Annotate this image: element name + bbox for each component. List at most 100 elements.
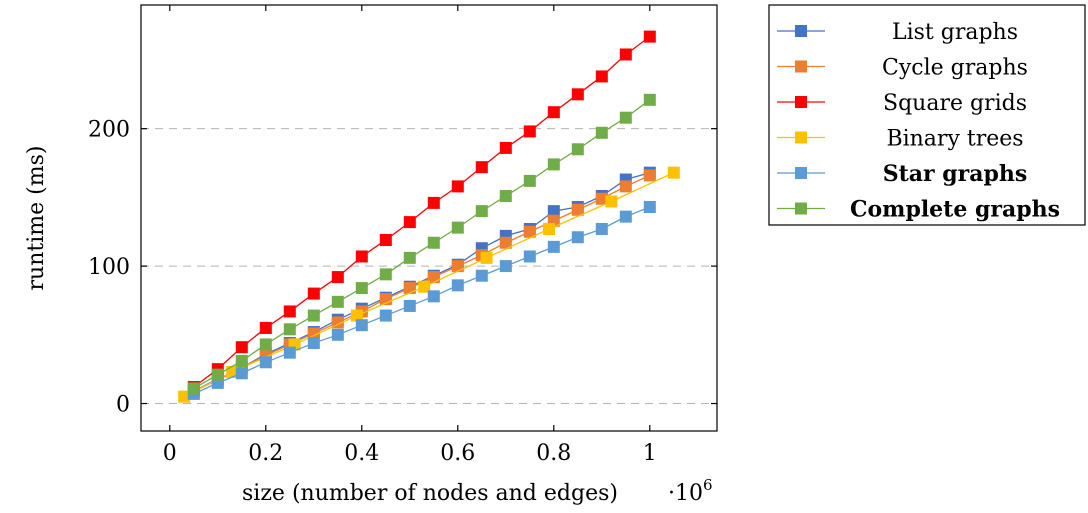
x-tick-label: 0.8 bbox=[536, 441, 571, 466]
data-point bbox=[619, 111, 632, 124]
plot-area bbox=[140, 4, 718, 432]
series-layer bbox=[178, 30, 680, 403]
data-point bbox=[307, 287, 320, 300]
series-complete-graphs bbox=[187, 93, 656, 395]
data-point bbox=[547, 106, 560, 119]
data-point bbox=[226, 365, 239, 378]
data-point bbox=[643, 93, 656, 106]
data-point bbox=[211, 368, 224, 381]
legend-label: Cycle graphs bbox=[882, 56, 1028, 81]
data-point bbox=[523, 250, 536, 263]
legend-item: Binary trees bbox=[777, 127, 1024, 152]
axis-ticks: 0 100 200 0 0.2 0.4 0.6 0.8 1 bbox=[88, 5, 717, 466]
data-point bbox=[331, 271, 344, 284]
data-point bbox=[480, 251, 493, 264]
data-point bbox=[427, 196, 440, 209]
legend-item: Cycle graphs bbox=[777, 56, 1028, 81]
legend: List graphs Cycle graphs Square grids Binar… bbox=[768, 4, 1086, 226]
x-tick-label: 1 bbox=[643, 441, 657, 466]
legend-item: Complete graphs bbox=[777, 197, 1060, 223]
data-point bbox=[331, 328, 344, 341]
data-point bbox=[451, 260, 464, 273]
data-point bbox=[178, 390, 191, 403]
x-tick-label: 0.6 bbox=[440, 441, 475, 466]
data-point bbox=[283, 323, 296, 336]
x-tick-label: 0.2 bbox=[248, 441, 283, 466]
data-point bbox=[667, 166, 680, 179]
data-point bbox=[619, 210, 632, 223]
data-point bbox=[595, 192, 608, 205]
legend-label: Square grids bbox=[883, 91, 1027, 116]
plot-frame bbox=[140, 4, 718, 432]
data-point bbox=[643, 30, 656, 43]
legend-swatch-marker bbox=[795, 131, 807, 144]
legend-item: Square grids bbox=[777, 91, 1027, 116]
data-point bbox=[235, 367, 248, 380]
data-point bbox=[351, 309, 363, 322]
data-point bbox=[543, 222, 555, 235]
x-axis-label: size (number of nodes and edges) bbox=[242, 481, 618, 506]
data-point bbox=[475, 205, 488, 218]
x-tick-label: 0 bbox=[163, 441, 177, 466]
data-point bbox=[418, 280, 431, 293]
data-point bbox=[547, 240, 560, 253]
data-point bbox=[499, 236, 512, 249]
data-point bbox=[595, 222, 608, 235]
y-tick-label: 100 bbox=[88, 255, 130, 280]
data-point bbox=[595, 70, 608, 83]
legend-label: Binary trees bbox=[886, 127, 1023, 152]
data-point bbox=[451, 279, 464, 292]
data-point bbox=[547, 205, 560, 218]
y-tick-label: 200 bbox=[88, 118, 130, 143]
data-point bbox=[475, 161, 488, 174]
data-point bbox=[571, 143, 584, 156]
data-point bbox=[307, 309, 320, 322]
data-point bbox=[259, 338, 272, 351]
legend-swatch-marker bbox=[795, 167, 807, 179]
data-point bbox=[403, 216, 416, 229]
data-point bbox=[547, 158, 560, 171]
y-tick-label: 0 bbox=[116, 393, 130, 418]
data-point bbox=[595, 126, 608, 139]
series-square-grids bbox=[187, 30, 656, 394]
data-point bbox=[499, 260, 512, 273]
x-scale-base: ·10 bbox=[668, 481, 703, 506]
data-point bbox=[187, 382, 200, 395]
data-point bbox=[379, 309, 392, 322]
legend-item: Star graphs bbox=[777, 161, 1027, 187]
legend-label: Star graphs bbox=[883, 161, 1028, 187]
data-point bbox=[451, 180, 464, 193]
data-point bbox=[379, 268, 392, 281]
data-point bbox=[499, 141, 512, 154]
data-point bbox=[283, 346, 296, 359]
data-point bbox=[619, 180, 632, 193]
data-point bbox=[571, 203, 584, 216]
data-point bbox=[355, 250, 368, 263]
y-axis-label: runtime (ms) bbox=[24, 146, 49, 291]
data-point bbox=[403, 299, 416, 312]
data-point bbox=[643, 201, 656, 214]
legend-swatch-marker bbox=[795, 96, 807, 108]
data-point bbox=[235, 341, 248, 354]
legend-swatch-marker bbox=[795, 202, 807, 215]
legend-swatch-marker bbox=[795, 25, 807, 37]
data-point bbox=[283, 305, 296, 318]
data-point bbox=[523, 225, 536, 238]
data-point bbox=[475, 269, 488, 282]
grid-lines bbox=[141, 128, 717, 405]
data-point bbox=[403, 251, 416, 264]
data-point bbox=[331, 295, 344, 308]
data-point bbox=[523, 174, 536, 187]
data-point bbox=[259, 321, 272, 334]
legend-label: Complete graphs bbox=[850, 197, 1060, 223]
data-point bbox=[427, 290, 440, 303]
data-point bbox=[235, 354, 248, 367]
data-point bbox=[605, 195, 618, 208]
data-point bbox=[571, 231, 584, 244]
data-point bbox=[307, 337, 320, 350]
data-point bbox=[259, 356, 272, 369]
x-axis-scale-factor: ·106 bbox=[668, 476, 713, 506]
data-point bbox=[523, 125, 536, 138]
series-binary-trees bbox=[178, 166, 680, 403]
